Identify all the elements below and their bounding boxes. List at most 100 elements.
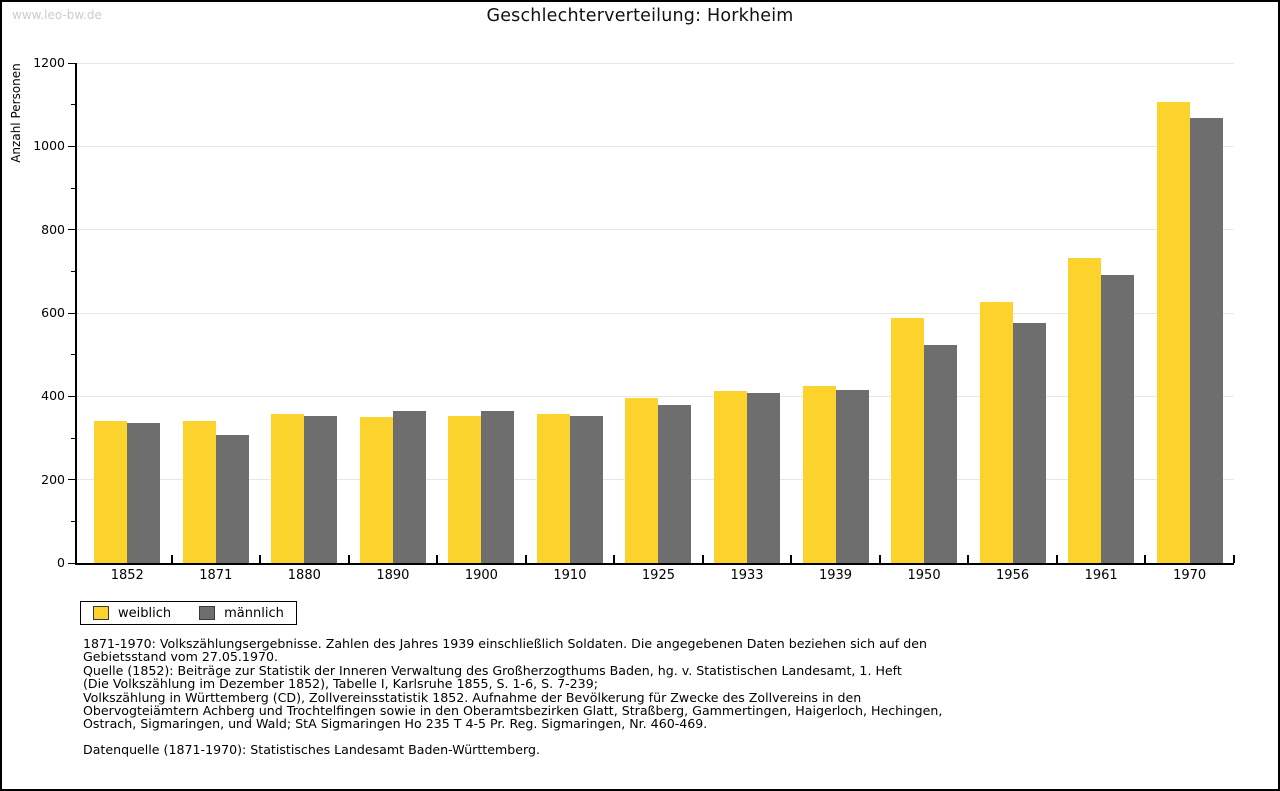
x-tick-4 bbox=[436, 555, 439, 563]
watermark: www.leo-bw.de bbox=[12, 8, 102, 22]
x-tick-10 bbox=[967, 555, 970, 563]
gridline-1200 bbox=[77, 62, 1234, 64]
x-label-1925: 1925 bbox=[641, 568, 675, 583]
bar-group-1890 bbox=[349, 63, 438, 563]
y-tick-label-1000: 1000 bbox=[33, 138, 65, 154]
footnote-line-7: Ostrach, Sigmaringen, und Wald; StA Sigm… bbox=[83, 716, 708, 732]
bar-group-1961 bbox=[1057, 63, 1146, 563]
legend-swatch-männlich-icon bbox=[199, 606, 216, 620]
y-axis-line bbox=[75, 63, 77, 565]
y-tick-label-600: 600 bbox=[41, 305, 65, 320]
x-label-1939: 1939 bbox=[818, 568, 853, 583]
legend-label-weiblich: weiblich bbox=[118, 605, 172, 621]
bar-weiblich-1950 bbox=[891, 318, 925, 563]
bar-männlich-1890 bbox=[392, 410, 426, 563]
x-tick-3 bbox=[347, 555, 350, 563]
bar-group-1871 bbox=[172, 63, 261, 563]
y-minor-tick-700 bbox=[71, 270, 75, 272]
x-label-1970: 1970 bbox=[1173, 568, 1207, 583]
x-label-1956: 1956 bbox=[996, 568, 1030, 583]
bar-weiblich-1956 bbox=[979, 301, 1013, 563]
bar-männlich-1925 bbox=[658, 404, 692, 563]
x-label-1910: 1910 bbox=[553, 568, 587, 583]
y-minor-tick-900 bbox=[71, 187, 75, 189]
x-tick-13 bbox=[1233, 555, 1235, 563]
bar-group-1956 bbox=[968, 63, 1057, 563]
x-label-1950: 1950 bbox=[907, 568, 941, 583]
plot-area: 1852 1871 1880 1890 1900 1910 1925 1933 1939 1950… bbox=[33, 56, 1235, 583]
legend-swatch-weiblich-icon bbox=[93, 606, 109, 620]
y-tick-label-800: 800 bbox=[41, 221, 65, 237]
bar-weiblich-1925 bbox=[625, 398, 659, 563]
y-minor-tick-500 bbox=[71, 354, 75, 356]
x-label-1933: 1933 bbox=[730, 568, 764, 583]
x-axis-labels: 1852 1871 1880 1890 1900 1910 1925 1933 1939 1950… bbox=[83, 568, 1234, 583]
bar-männlich-1939 bbox=[835, 389, 869, 563]
x-tick-9 bbox=[878, 555, 881, 563]
bar-männlich-1950 bbox=[924, 345, 958, 563]
page-title: Geschlechterverteilung: Horkheim bbox=[486, 6, 794, 26]
x-label-1871: 1871 bbox=[199, 568, 233, 583]
bar-weiblich-1890 bbox=[359, 416, 393, 563]
legend: weiblich männlich bbox=[80, 601, 297, 625]
y-tick-800 bbox=[68, 229, 75, 231]
y-tick-1000 bbox=[68, 145, 75, 147]
legend-label-männlich: männlich bbox=[224, 605, 284, 621]
bar-group-1880 bbox=[260, 63, 349, 563]
bar-weiblich-1852 bbox=[94, 420, 128, 563]
bar-weiblich-1880 bbox=[271, 413, 305, 563]
bar-männlich-1970 bbox=[1189, 118, 1223, 563]
bar-männlich-1880 bbox=[304, 415, 338, 563]
y-tick-200 bbox=[68, 479, 75, 481]
x-label-1852: 1852 bbox=[110, 568, 144, 583]
footnote-line-3: Quelle (1852): Beiträge zur Statistik de… bbox=[83, 662, 902, 678]
bar-group-1950 bbox=[880, 63, 969, 563]
x-label-1880: 1880 bbox=[287, 568, 321, 583]
y-minor-tick-1100 bbox=[71, 104, 75, 106]
footnotes: 1871-1970: Volkszählungsergebnisse. Zahl… bbox=[83, 637, 942, 731]
gridline-400 bbox=[77, 395, 1234, 397]
bar-männlich-1852 bbox=[127, 423, 161, 563]
x-label-1900: 1900 bbox=[464, 568, 498, 583]
legend-item-männlich: männlich bbox=[199, 606, 284, 620]
x-tick-2 bbox=[259, 555, 262, 563]
bar-weiblich-1871 bbox=[182, 420, 216, 563]
bar-weiblich-1961 bbox=[1068, 258, 1102, 563]
bar-männlich-1900 bbox=[481, 410, 515, 563]
bar-männlich-1933 bbox=[746, 393, 780, 563]
gridline-800 bbox=[77, 229, 1234, 231]
bar-group-1852 bbox=[83, 63, 172, 563]
y-tick-label-1200: 1200 bbox=[33, 55, 65, 70]
bar-männlich-1871 bbox=[215, 435, 249, 563]
gridline-600 bbox=[77, 312, 1234, 314]
y-minor-tick-100 bbox=[71, 520, 75, 522]
x-tick-5 bbox=[524, 555, 527, 563]
footnote-line-6: Obervogteiämtern Achberg und Trochtelfin… bbox=[83, 703, 943, 719]
bar-männlich-1910 bbox=[569, 415, 603, 563]
y-tick-600 bbox=[68, 312, 75, 314]
y-tick-1200 bbox=[68, 62, 75, 64]
bar-group-1939 bbox=[791, 63, 880, 563]
bar-weiblich-1970 bbox=[1156, 102, 1190, 563]
datasource-line: Datenquelle (1871-1970): Statistisches L… bbox=[83, 742, 540, 757]
bars-container bbox=[83, 63, 1234, 563]
y-tick-label-400: 400 bbox=[41, 388, 65, 404]
bar-group-1925 bbox=[614, 63, 703, 563]
legend-item-weiblich: weiblich bbox=[93, 606, 171, 620]
x-tick-8 bbox=[790, 555, 793, 563]
bar-group-1900 bbox=[437, 63, 526, 563]
footnote-line-5: Volkszählung in Württemberg (CD), Zollve… bbox=[83, 689, 862, 705]
y-tick-400 bbox=[68, 395, 75, 397]
footnote-line-2: Gebietsstand vom 27.05.1970. bbox=[83, 649, 278, 665]
y-tick-0 bbox=[68, 562, 75, 564]
x-tick-11 bbox=[1055, 555, 1058, 563]
bar-group-1970 bbox=[1145, 63, 1234, 563]
x-tick-12 bbox=[1144, 555, 1147, 563]
gridline-1000 bbox=[77, 145, 1234, 147]
bar-weiblich-1910 bbox=[536, 414, 570, 563]
y-tick-label-200: 200 bbox=[41, 471, 65, 487]
y-minor-tick-300 bbox=[71, 437, 75, 439]
bar-männlich-1956 bbox=[1012, 322, 1046, 563]
footnote-line-1: 1871-1970: Volkszählungsergebnisse. Zahl… bbox=[83, 636, 927, 651]
